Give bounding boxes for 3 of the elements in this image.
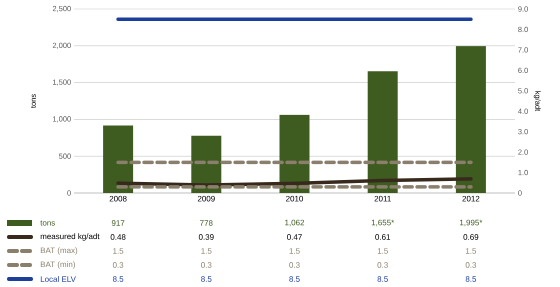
bar <box>456 46 486 193</box>
line-series <box>116 177 473 187</box>
bar <box>103 126 134 193</box>
